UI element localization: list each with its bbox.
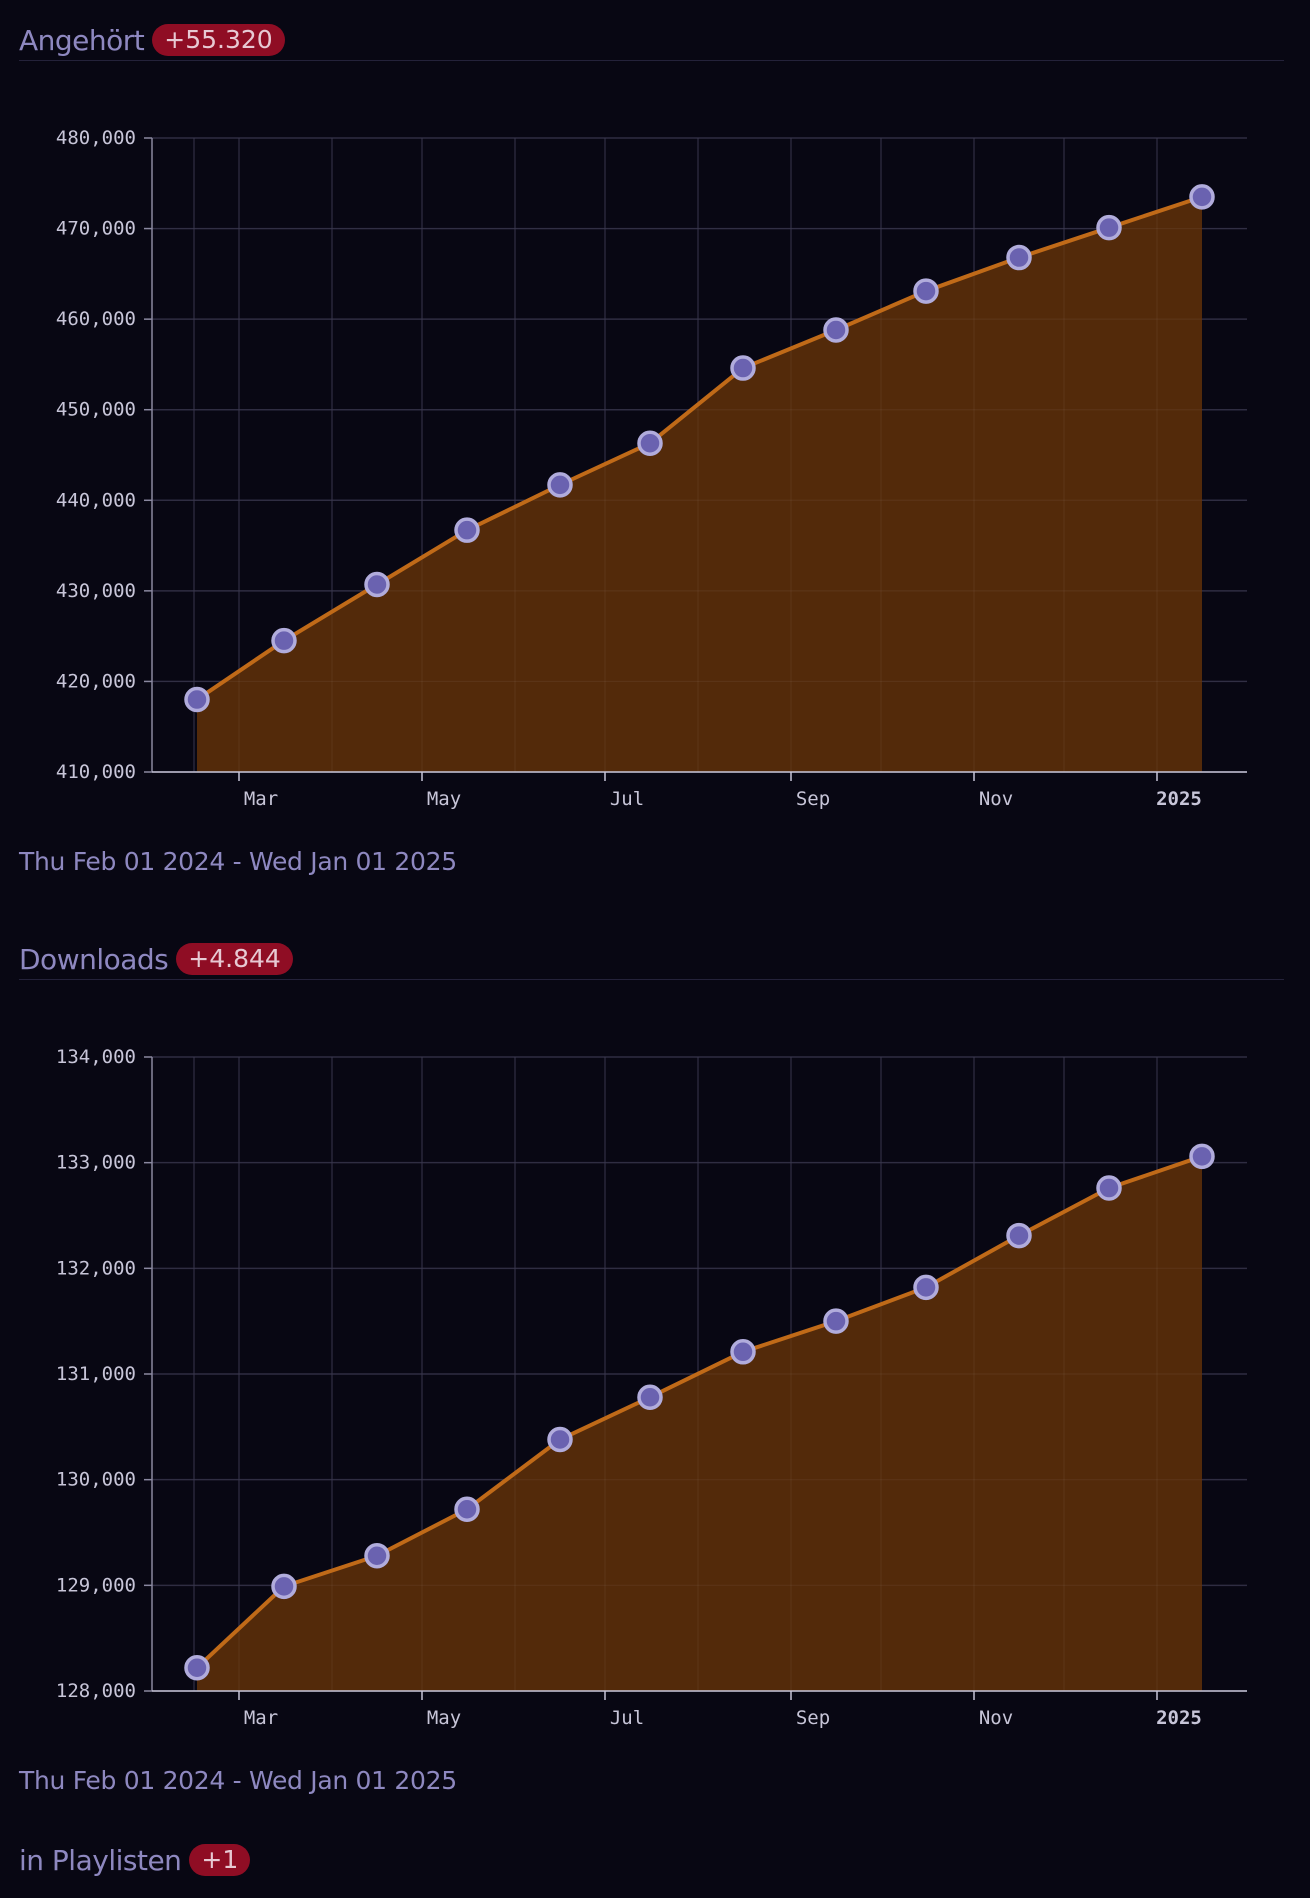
delta-badge: +1: [189, 1844, 251, 1876]
x-tick-label: Jul: [610, 1707, 644, 1729]
data-point: [730, 1339, 756, 1365]
series-line: [195, 194, 1203, 702]
data-point: [637, 430, 663, 456]
data-point: [823, 317, 849, 343]
data-point: [913, 1274, 939, 1301]
data-point: [1006, 244, 1032, 271]
data-point: [913, 278, 939, 304]
section-angehoert: Angehört +55.320 410,000 420,000 430,000 44…: [0, 0, 1310, 900]
data-point: [364, 571, 390, 598]
date-range: Thu Feb 01 2024 - Wed Jan 01 2025: [19, 1766, 457, 1795]
y-tick-label: 128,000: [56, 1680, 136, 1702]
data-point: [1189, 184, 1215, 210]
data-point: [637, 1384, 663, 1410]
x-tick-label: Sep: [796, 788, 830, 810]
series-line: [195, 1154, 1203, 1670]
data-point: [271, 1573, 297, 1600]
angehoert-chart: 410,000 420,000 430,000 440,000 450,000 460,0…: [56, 127, 1247, 810]
y-tick-label: 132,000: [56, 1257, 136, 1279]
data-point: [271, 627, 297, 654]
x-tick-label: Nov: [979, 788, 1013, 810]
section-title: Downloads: [19, 942, 169, 976]
data-point: [547, 472, 573, 498]
y-tick-label: 450,000: [56, 399, 136, 421]
data-point: [823, 1308, 849, 1334]
data-point: [730, 355, 756, 381]
date-range: Thu Feb 01 2024 - Wed Jan 01 2025: [19, 847, 457, 876]
y-tick-label: 460,000: [56, 308, 136, 330]
area-fill: [197, 1156, 1202, 1691]
data-point: [547, 1426, 573, 1453]
x-tick-label: May: [427, 1707, 461, 1729]
x-tick-label: May: [427, 788, 461, 810]
data-point: [364, 1542, 390, 1569]
y-tick-label: 430,000: [56, 580, 136, 602]
data-point: [1096, 214, 1122, 241]
y-tick-label: 129,000: [56, 1574, 136, 1596]
y-tick-label: 133,000: [56, 1152, 136, 1174]
data-point: [454, 517, 480, 543]
y-tick-label: 420,000: [56, 670, 136, 692]
data-point: [1006, 1222, 1032, 1249]
delta-badge: +55.320: [152, 24, 285, 56]
x-tick-label: 2025: [1156, 1707, 1202, 1729]
section-title: Angehört: [19, 23, 145, 57]
y-tick-label: 131,000: [56, 1363, 136, 1385]
data-point: [454, 1496, 480, 1523]
x-tick-label: Mar: [244, 788, 278, 810]
area-fill: [197, 196, 1202, 772]
delta-badge: +4.844: [176, 943, 293, 975]
data-point: [184, 1655, 210, 1681]
y-tick-label: 130,000: [56, 1469, 136, 1491]
x-tick-label: Jul: [610, 788, 644, 810]
data-point: [184, 686, 210, 713]
downloads-chart: 128,000 129,000 130,000 131,000 132,000 133,0…: [56, 1046, 1247, 1729]
x-tick-label: Mar: [244, 1707, 278, 1729]
section-header: in Playlisten +1: [19, 1840, 1284, 1880]
section-downloads: Downloads +4.844 128,000 129,000 130,000 13…: [0, 919, 1310, 1819]
section-header: Downloads +4.844: [19, 939, 1284, 980]
data-point: [1189, 1143, 1215, 1170]
x-tick-label: 2025: [1156, 788, 1202, 810]
y-tick-label: 410,000: [56, 761, 136, 783]
section-playlisten: in Playlisten +1: [0, 1838, 1310, 1898]
section-header: Angehört +55.320: [19, 20, 1284, 61]
x-tick-label: Nov: [979, 1707, 1013, 1729]
y-tick-label: 470,000: [56, 218, 136, 240]
x-tick-label: Sep: [796, 1707, 830, 1729]
y-tick-label: 480,000: [56, 127, 136, 149]
data-point: [1096, 1175, 1122, 1201]
y-tick-label: 134,000: [56, 1046, 136, 1068]
section-title: in Playlisten: [19, 1843, 182, 1877]
y-tick-label: 440,000: [56, 489, 136, 511]
